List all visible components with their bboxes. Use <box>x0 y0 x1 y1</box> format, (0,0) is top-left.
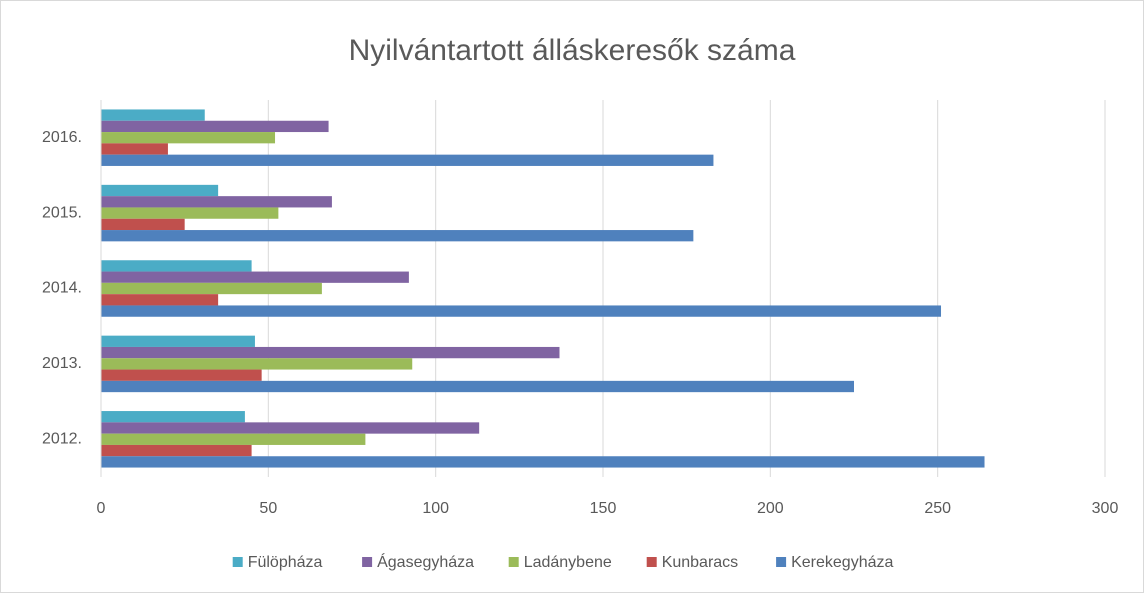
bar <box>101 184 219 197</box>
y-tick-label: 2016. <box>42 129 82 146</box>
bar <box>101 411 245 423</box>
bar <box>101 196 332 208</box>
y-tick-label: 2015. <box>42 204 82 221</box>
x-tick-label: 50 <box>259 500 277 517</box>
legend-swatch <box>362 557 373 567</box>
bar <box>101 444 252 457</box>
legend-label: Kerekegyháza <box>791 554 893 571</box>
bar <box>101 109 205 121</box>
bar <box>101 369 262 381</box>
legend-label: Kunbaracs <box>662 554 739 571</box>
bar <box>101 433 366 445</box>
bar <box>101 422 480 434</box>
bar <box>101 294 219 306</box>
legend-swatch <box>646 557 657 567</box>
bar <box>101 358 413 370</box>
bar <box>101 260 252 272</box>
bar <box>101 380 854 393</box>
x-tick-label: 250 <box>924 500 951 517</box>
bar <box>101 154 714 166</box>
legend-label: Ladánybene <box>524 554 612 571</box>
legend-swatch <box>508 557 519 567</box>
bar <box>101 207 279 219</box>
bar <box>101 335 255 347</box>
y-tick-label: 2013. <box>42 355 82 372</box>
legend-swatch <box>232 557 243 567</box>
x-tick-label: 300 <box>1092 500 1119 517</box>
chart-title: Nyilvántartott álláskeresők száma <box>349 34 796 67</box>
bar <box>101 218 185 231</box>
bar <box>101 230 694 242</box>
x-tick-label: 100 <box>422 500 449 517</box>
x-tick-label: 0 <box>97 500 106 517</box>
bar <box>101 456 985 468</box>
x-tick-label: 150 <box>590 500 617 517</box>
bar <box>101 346 560 359</box>
x-tick-label: 200 <box>757 500 784 517</box>
y-tick-label: 2014. <box>42 280 82 297</box>
legend-swatch <box>776 557 787 567</box>
legend-label: Ágasegyháza <box>377 552 474 571</box>
bar <box>101 143 168 155</box>
bar <box>101 132 276 144</box>
y-tick-label: 2012. <box>42 431 82 448</box>
bar <box>101 120 329 133</box>
legend-label: Fülöpháza <box>248 554 323 571</box>
bar <box>101 305 942 317</box>
bar <box>101 271 409 283</box>
bar <box>101 282 322 295</box>
